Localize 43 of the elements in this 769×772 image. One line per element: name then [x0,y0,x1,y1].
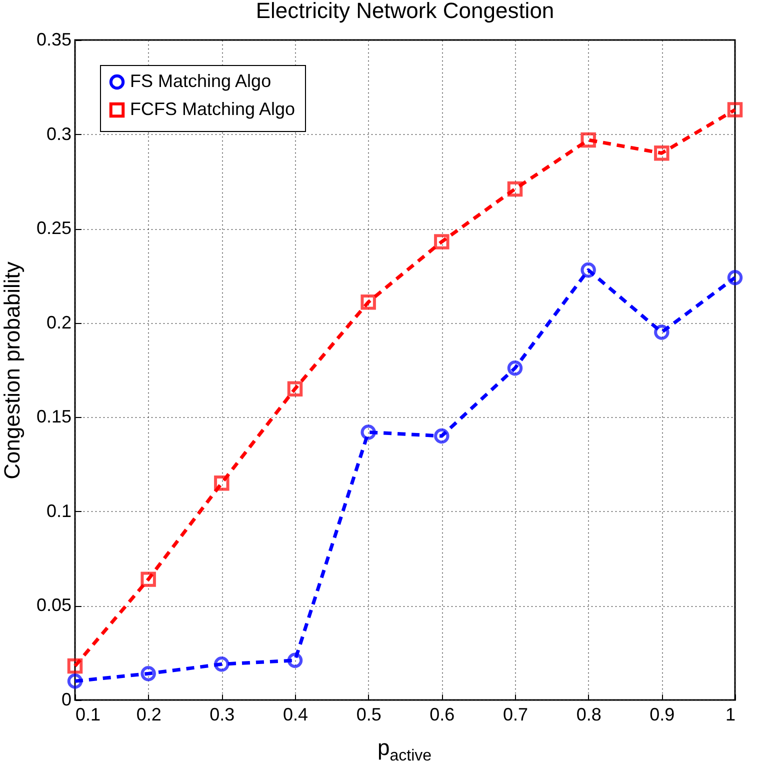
x-tick-label: 0.1 [76,704,101,724]
y-tick-label: 0.3 [46,124,72,144]
y-tick-label: 0.15 [36,406,72,427]
x-tick-label: 0.5 [356,704,382,724]
point [507,181,523,197]
point [214,476,230,491]
point [654,324,670,340]
y-tick-label: 0.05 [36,595,72,616]
x-tick-label: 0.9 [650,704,675,724]
y-tick-label: 0.2 [46,312,72,332]
y-tick-label: 0.35 [36,30,72,50]
point [654,146,670,161]
y-axis-title: Congestion probability [0,262,24,480]
x-tick-label: 0.7 [502,704,528,724]
y-tick-label: 0.1 [46,500,72,521]
legend-label: FS Matching Algo [130,71,272,91]
x-tick-label: 0.2 [136,704,162,724]
x-tick-label: 0.6 [430,704,455,724]
point [287,652,303,668]
point [360,294,376,310]
point [434,428,450,444]
point [67,674,83,689]
x-tick-label: 0.4 [282,704,308,724]
y-tick-label: 0 [61,690,72,710]
point [287,381,303,396]
y-tick-label: 0.25 [36,218,72,238]
x-axis-title: p$_{active}$ [376,735,433,766]
point [360,424,376,440]
point [727,102,743,118]
point [580,262,596,278]
point [580,132,596,148]
point [67,658,83,674]
x-tick-label: 0.8 [576,704,602,724]
point [507,360,523,376]
point [140,666,156,682]
point [434,234,450,250]
point [727,270,743,286]
x-tick-label: 0.3 [210,704,235,724]
legend-label: FCFS Matching Algo [130,99,296,119]
point [214,656,230,672]
x-tick-label: 1 [725,704,736,724]
chart-title: Electricity Network Congestion [256,0,554,23]
point [140,572,156,587]
